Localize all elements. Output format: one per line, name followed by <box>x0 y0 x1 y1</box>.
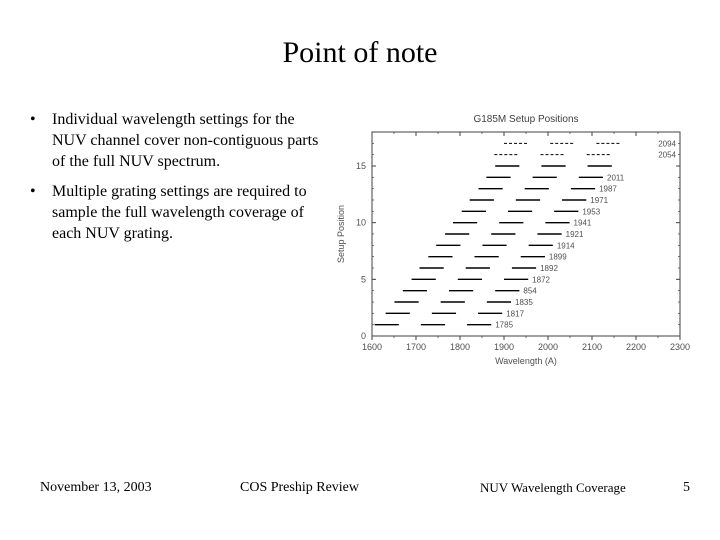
footer-section: NUV Wavelength Coverage <box>440 480 650 496</box>
svg-text:1987: 1987 <box>599 185 617 194</box>
svg-text:2011: 2011 <box>607 173 625 182</box>
bullet-text: Multiple grating settings are required t… <box>52 182 320 244</box>
svg-text:0: 0 <box>361 331 366 341</box>
svg-text:1835: 1835 <box>515 298 533 307</box>
bullet-dot: • <box>30 182 52 244</box>
svg-text:1872: 1872 <box>532 275 550 284</box>
footer-date: November 13, 2003 <box>40 480 240 496</box>
svg-text:1953: 1953 <box>582 207 600 216</box>
svg-text:Wavelength (A): Wavelength (A) <box>495 356 557 366</box>
svg-text:5: 5 <box>361 274 366 284</box>
svg-text:1899: 1899 <box>549 253 567 262</box>
svg-text:854: 854 <box>523 287 537 296</box>
svg-text:2094: 2094 <box>658 139 676 148</box>
svg-text:1914: 1914 <box>557 241 575 250</box>
svg-text:1600: 1600 <box>362 342 382 352</box>
bullet-text: Individual wavelength settings for the N… <box>52 110 320 172</box>
svg-text:2300: 2300 <box>670 342 690 352</box>
setup-positions-chart: G185M Setup Positions 1600 1700 1800 1900 200… <box>330 110 690 370</box>
list-item: • Multiple grating settings are required… <box>30 182 320 244</box>
svg-text:1921: 1921 <box>566 230 584 239</box>
footer-page-number: 5 <box>650 480 690 496</box>
chart-container: G185M Setup Positions 1600 1700 1800 1900 200… <box>330 110 690 375</box>
slide-title: Point of note <box>0 36 720 70</box>
bullet-list: • Individual wavelength settings for the… <box>30 110 330 375</box>
svg-text:1892: 1892 <box>540 264 558 273</box>
svg-text:2200: 2200 <box>626 342 646 352</box>
svg-text:1971: 1971 <box>590 196 608 205</box>
bullet-dot: • <box>30 110 52 172</box>
svg-text:1817: 1817 <box>506 309 524 318</box>
svg-text:2100: 2100 <box>582 342 602 352</box>
svg-text:1785: 1785 <box>495 321 513 330</box>
svg-text:10: 10 <box>356 218 366 228</box>
svg-text:2000: 2000 <box>538 342 558 352</box>
svg-text:1700: 1700 <box>406 342 426 352</box>
slide-footer: November 13, 2003 COS Preship Review NUV… <box>0 480 720 496</box>
svg-text:G185M Setup Positions: G185M Setup Positions <box>473 114 578 125</box>
svg-text:2054: 2054 <box>658 151 676 160</box>
svg-text:15: 15 <box>356 161 366 171</box>
svg-text:1941: 1941 <box>574 219 592 228</box>
svg-text:1800: 1800 <box>450 342 470 352</box>
footer-title: COS Preship Review <box>240 480 440 496</box>
svg-text:1900: 1900 <box>494 342 514 352</box>
list-item: • Individual wavelength settings for the… <box>30 110 320 172</box>
svg-text:Setup Position: Setup Position <box>336 205 346 263</box>
